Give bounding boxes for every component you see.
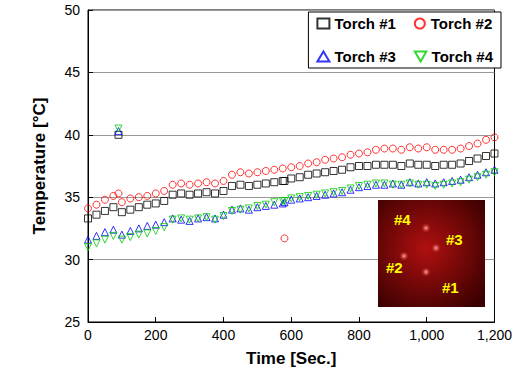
svg-text:#3: #3 [446,231,463,248]
svg-text:400: 400 [212,327,236,343]
svg-text:Time [Sec.]: Time [Sec.] [246,349,336,368]
svg-text:25: 25 [64,314,80,330]
svg-text:Torch #4: Torch #4 [432,48,494,65]
svg-text:Torch #2: Torch #2 [431,15,492,32]
svg-text:35: 35 [64,189,80,205]
svg-text:1,000: 1,000 [409,327,444,343]
svg-text:800: 800 [347,327,371,343]
svg-text:200: 200 [144,327,168,343]
svg-text:50: 50 [64,2,80,18]
svg-text:40: 40 [64,127,80,143]
svg-text:#4: #4 [394,211,411,228]
svg-text:#2: #2 [386,259,403,276]
svg-text:Torch #3: Torch #3 [334,48,395,65]
svg-text:Torch #1: Torch #1 [334,15,395,32]
svg-text:45: 45 [64,64,80,80]
svg-text:Temperature [°C]: Temperature [°C] [30,98,49,235]
svg-text:1,200: 1,200 [477,327,512,343]
svg-text:30: 30 [64,252,80,268]
svg-text:0: 0 [84,327,92,343]
svg-text:#1: #1 [442,279,459,296]
svg-text:600: 600 [280,327,304,343]
